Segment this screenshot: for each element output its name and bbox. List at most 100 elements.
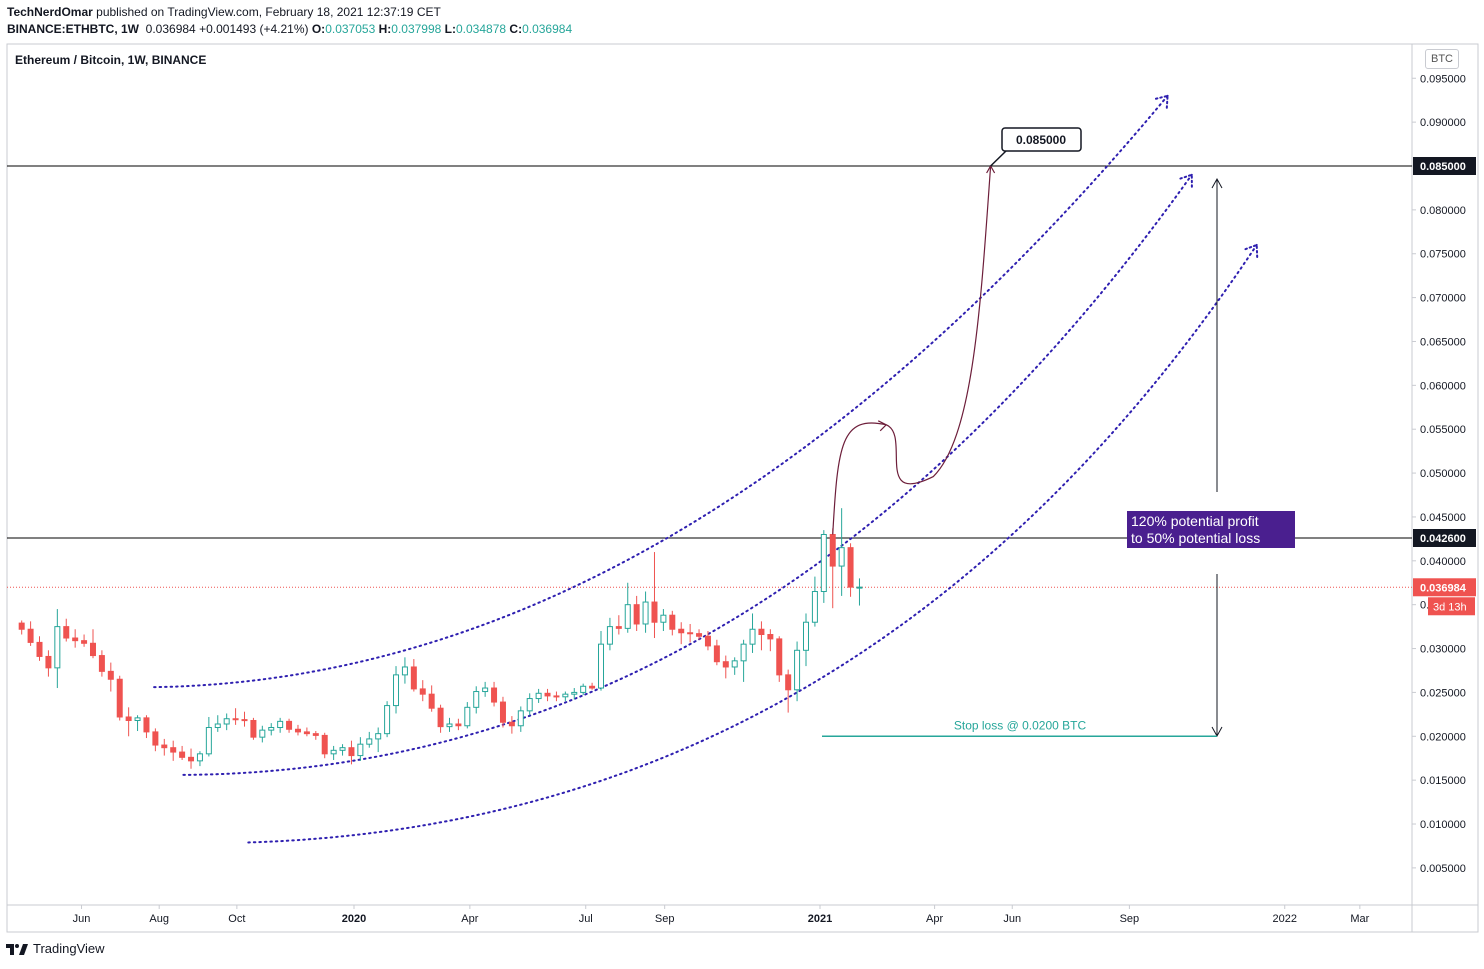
candle-body: [419, 688, 426, 695]
author-name[interactable]: TechNerdOmar: [7, 5, 93, 19]
candle-body: [696, 633, 703, 637]
candle: [455, 718, 462, 731]
candle: [847, 543, 854, 597]
candle-body: [36, 641, 43, 657]
candle-body: [562, 693, 569, 698]
candle: [526, 693, 533, 716]
candle: [696, 629, 703, 640]
candle-body: [161, 744, 168, 749]
candle: [820, 530, 827, 603]
candle-body: [553, 695, 560, 698]
footer-brand[interactable]: TradingView: [6, 941, 105, 956]
price-tick-label: 0.070000: [1420, 293, 1466, 305]
time-tick-label: 2020: [342, 913, 366, 925]
channel-curve-3: [247, 243, 1258, 844]
candle: [196, 751, 203, 767]
candle: [63, 618, 70, 642]
candle: [499, 696, 506, 728]
candle-body: [259, 729, 266, 738]
tradingview-logo-icon: [6, 944, 28, 955]
time-axis[interactable]: Jun Aug Oct 2020 Apr Jul Sep 2021 Apr Jun Sep 2022 M…: [73, 905, 1370, 925]
candle: [72, 629, 79, 648]
price-tick-label: 0.060000: [1420, 380, 1466, 392]
target-callout-box: [1001, 127, 1082, 152]
candle: [312, 731, 319, 740]
candle-body: [312, 733, 319, 736]
symbol-ohlc-line: BINANCE:ETHBTC, 1W 0.036984 +0.001493 (+…: [7, 22, 572, 36]
profit-loss-text: to 50% potential loss: [1131, 530, 1260, 546]
price-tick-label: 0.065000: [1420, 336, 1466, 348]
price-tick-label: 0.050000: [1420, 468, 1466, 480]
candle: [811, 576, 818, 627]
candle: [134, 715, 141, 732]
candle-body: [473, 691, 480, 708]
candle-body: [214, 723, 221, 729]
candle-body: [749, 628, 756, 645]
candle: [259, 725, 266, 743]
measure-arrowhead-up: [1211, 177, 1223, 189]
last-price: 0.036984: [145, 22, 196, 36]
price-line-label: 0.036984: [1420, 582, 1467, 594]
candles: [18, 508, 863, 769]
candle-body: [776, 638, 783, 676]
candle-body: [838, 547, 845, 567]
candle-body: [428, 693, 435, 709]
candle: [785, 669, 792, 713]
candle: [214, 715, 221, 732]
candle-body: [678, 628, 685, 634]
candle: [482, 681, 489, 697]
candle-body: [589, 685, 596, 689]
time-tick-label: Jul: [579, 913, 593, 925]
candle-body: [223, 718, 230, 725]
candle: [401, 657, 408, 684]
candle: [366, 731, 373, 748]
candle: [410, 659, 417, 692]
countdown-label: 3d 13h: [1433, 601, 1467, 613]
candle: [223, 713, 230, 731]
price-tick-label: 0.020000: [1420, 731, 1466, 743]
candle-body: [704, 635, 711, 647]
candle: [794, 641, 801, 702]
symbol-label: BINANCE:ETHBTC, 1W: [7, 22, 139, 36]
candle-body: [188, 756, 195, 762]
low-value: 0.034878: [456, 22, 507, 36]
candle-body: [811, 591, 818, 623]
candle: [419, 680, 426, 702]
candle-body: [250, 719, 257, 738]
price-tick-label: 0.055000: [1420, 424, 1466, 436]
candle-body: [598, 643, 605, 689]
candle: [330, 745, 337, 760]
candle-body: [544, 692, 551, 697]
candle: [740, 639, 747, 682]
price-axis[interactable]: 0.095000 0.090000 0.085000 0.080000 0.075000…: [1412, 73, 1476, 875]
profit-loss-box: [1127, 511, 1295, 548]
candle: [776, 636, 783, 682]
candle-body: [384, 705, 391, 735]
candle: [54, 609, 61, 689]
candle: [464, 702, 471, 729]
candle: [580, 683, 587, 696]
candle-body: [482, 687, 489, 693]
candle-body: [820, 533, 827, 593]
time-tick-label: Sep: [1120, 913, 1140, 925]
candle: [606, 617, 613, 651]
open-value: 0.037053: [325, 22, 376, 36]
candle: [348, 740, 355, 765]
profit-loss-text: 120% potential profit: [1131, 513, 1259, 529]
price-line-label-bg: [1413, 157, 1476, 175]
candle: [660, 609, 667, 631]
candle-body: [651, 601, 658, 623]
candle-body: [143, 717, 150, 733]
chart-frame: [6, 43, 1479, 933]
currency-button[interactable]: BTC: [1425, 49, 1459, 69]
candle-body: [687, 632, 694, 635]
price-tick-label: 0.045000: [1420, 512, 1466, 524]
candle: [277, 717, 284, 733]
candle: [116, 675, 123, 721]
candle: [170, 740, 177, 761]
candle-body: [152, 731, 159, 746]
candle: [437, 704, 444, 733]
candle: [18, 620, 25, 635]
candle-body: [357, 743, 364, 757]
